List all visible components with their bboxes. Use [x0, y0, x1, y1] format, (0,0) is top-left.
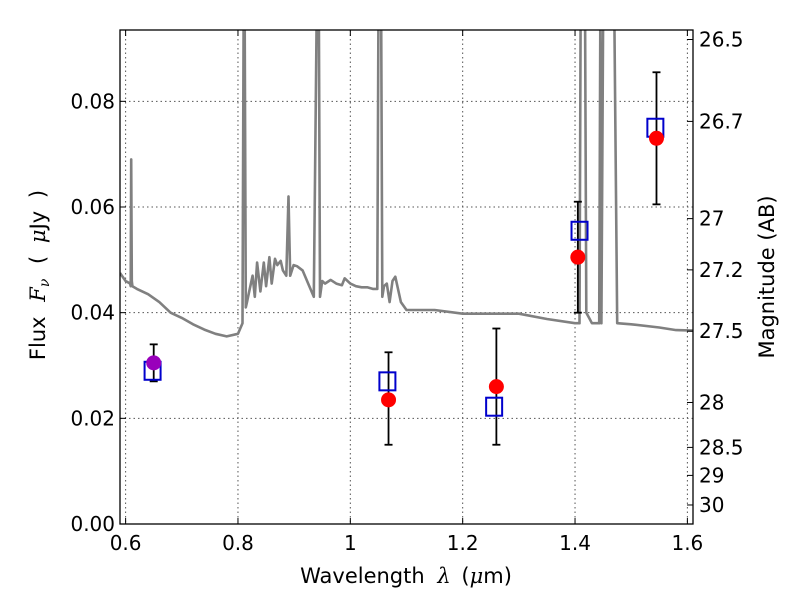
x-tick-label: 1.6: [671, 531, 703, 555]
observed-flux-point: [648, 130, 664, 146]
x-axis-ticks: 0.6 0.8 1 1.2 1.4 1.6: [110, 30, 703, 555]
right-axis-label: Magnitude (AB): [755, 195, 779, 358]
observed-flux-point: [570, 249, 586, 265]
right-tick-label: 29: [699, 463, 724, 487]
right-tick-label: 26.7: [699, 109, 744, 133]
model-spectrum-line: [120, 30, 693, 338]
right-tick-label: 30: [699, 493, 724, 517]
observed-flux-point: [381, 392, 397, 408]
observed-flux-point: [146, 355, 162, 371]
model-flux-square: [485, 396, 504, 417]
y-tick-label: 0.06: [70, 195, 115, 219]
plot-frame: [119, 29, 694, 525]
y-tick-label: 0.00: [70, 512, 115, 536]
y-tick-label: 0.04: [70, 301, 115, 325]
right-tick-label: 27.5: [699, 319, 744, 343]
points-layer: [143, 117, 665, 417]
model-spectrum-layer: [120, 30, 693, 338]
x-axis-label: Wavelength λ (μm): [300, 564, 512, 588]
observed-flux-point: [488, 379, 504, 395]
right-tick-label: 28: [699, 390, 724, 414]
right-axis-ticks: 26.5 26.7 27 27.2 27.5 28 28.5 29 30: [687, 28, 744, 517]
right-tick-label: 27: [699, 207, 724, 231]
x-tick-label: 0.8: [222, 531, 254, 555]
y-axis-label: Flux Fν ( μJy ): [26, 190, 54, 360]
right-tick-label: 27.2: [699, 258, 744, 282]
x-tick-label: 1.2: [447, 531, 479, 555]
plot-background: [120, 30, 693, 524]
y-tick-label: 0.08: [70, 89, 115, 113]
x-tick-label: 0.6: [110, 531, 142, 555]
model-flux-square: [570, 220, 589, 241]
y-axis-ticks: 0.00 0.02 0.04 0.06 0.08: [70, 89, 126, 536]
model-flux-square: [378, 371, 397, 392]
y-tick-label: 0.02: [70, 406, 115, 430]
x-tick-label: 1.4: [559, 531, 591, 555]
right-tick-label: 28.5: [699, 435, 744, 459]
x-tick-label: 1: [344, 531, 357, 555]
right-tick-label: 26.5: [699, 28, 744, 52]
